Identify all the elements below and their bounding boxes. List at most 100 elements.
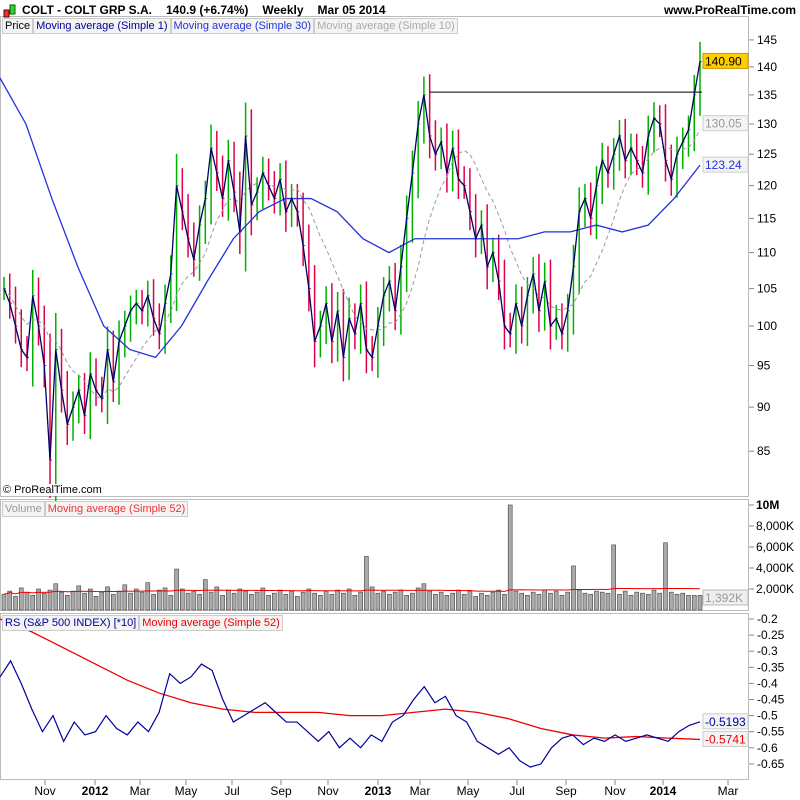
volume-bar [36,588,41,611]
symbol-title: COLT - COLT GRP S.A. [22,3,152,17]
legend-ma1[interactable]: Moving average (Simple 1) [33,18,171,34]
copyright: © ProRealTime.com [3,484,102,496]
volume-bar [421,583,427,611]
volume-bar [162,587,168,611]
volume-bar [249,593,254,611]
volume-bar [122,584,128,611]
volume-bar [277,589,283,611]
volume-bar [496,589,501,611]
volume-bar [346,588,352,611]
legend-volume[interactable]: Volume [2,501,45,517]
volume-bar [444,594,450,611]
volume-bar [231,592,237,611]
volume-bar [369,586,375,611]
volume-bar [323,590,329,611]
volume-bar [82,592,87,611]
volume-bar [364,556,369,611]
volume-bar [47,589,53,611]
volume-bar [99,591,105,611]
rs-tick-label: -0.35 [757,660,785,674]
volume-bar [128,592,133,611]
volume-bar [157,589,162,611]
x-tick-label: 2013 [365,784,392,798]
rs-line [0,659,701,768]
volume-bar [329,593,335,611]
volume-bar [203,579,208,611]
price-legend: Price Moving average (Simple 1) Moving a… [2,18,458,34]
close-line [3,61,701,461]
volume-bar [438,591,444,611]
volume-bar [318,594,323,611]
volume-bar [341,592,346,611]
y-tick-label: 105 [757,281,777,295]
volume-bar [663,542,668,611]
volume-bar [657,592,663,611]
volume-bar [404,594,409,611]
volume-bar [87,588,93,611]
volume-bar [490,591,496,611]
volume-bar [410,592,415,611]
volume-bar [473,596,478,611]
rs-ma52-value-label-box [702,730,749,747]
volume-bar [76,585,82,611]
legend-volume-ma52[interactable]: Moving average (Simple 52) [44,501,189,517]
volume-bar [295,596,300,611]
volume-bar [59,591,64,611]
y-tick-label: 100 [757,319,777,333]
volume-bar [139,591,145,611]
x-tick-label: 2014 [650,784,677,798]
volume-bar [93,596,99,611]
volume-bar [191,590,197,611]
last-price-label-box [702,52,749,69]
volume-bar [358,591,363,611]
volume-bar [674,593,680,611]
legend-ma10[interactable]: Moving average (Simple 10) [314,18,458,34]
volume-bar [116,590,122,611]
volume-bar [507,504,513,611]
volume-bar [640,592,645,611]
x-tick-label: Jul [509,784,524,798]
ma10-value-label: 130.05 [705,117,742,131]
x-tick-label: Jul [224,784,239,798]
volume-bar [105,586,110,611]
volume-bar [197,593,202,611]
volume-bar [576,589,582,611]
volume-bar [519,592,524,611]
volume-bar [70,590,76,611]
y-tick-label: 125 [757,147,777,161]
volume-bar [415,587,421,611]
volume-bar [433,593,438,611]
volume-bar [226,589,231,611]
legend-rs[interactable]: RS (S&P 500 INDEX) [*10] [2,615,140,631]
volume-bar [525,594,530,611]
y-tick-label: 130 [757,117,777,131]
site-link[interactable]: www.ProRealTime.com [663,3,796,17]
volume-bar [1,593,7,611]
volume-bar [180,588,185,611]
rs-tick-label: -0.45 [757,693,785,707]
x-tick-label: Sep [555,784,577,798]
y-tick-label: 120 [757,179,777,193]
volume-bar [559,594,565,611]
volume-bar [651,589,657,611]
volume-last-label-box [702,589,749,606]
volume-bar [110,593,116,611]
volume-bar [634,591,640,611]
volume-bar [668,591,674,611]
y-tick-label: 140 [757,60,777,74]
volume-bar [582,592,588,611]
volume-bar [352,594,358,611]
volume-bar [283,593,289,611]
vol-tick-label: 8,000K [756,519,794,533]
volume-bar [691,595,697,611]
volume-bar [168,594,174,611]
legend-price[interactable]: Price [2,18,34,34]
volume-bar [174,568,179,611]
legend-rs-ma52[interactable]: Moving average (Simple 52) [139,615,283,631]
volume-bar [214,586,220,611]
legend-ma30[interactable]: Moving average (Simple 30) [170,18,315,34]
volume-bar [335,589,340,611]
volume-bar [13,596,18,611]
